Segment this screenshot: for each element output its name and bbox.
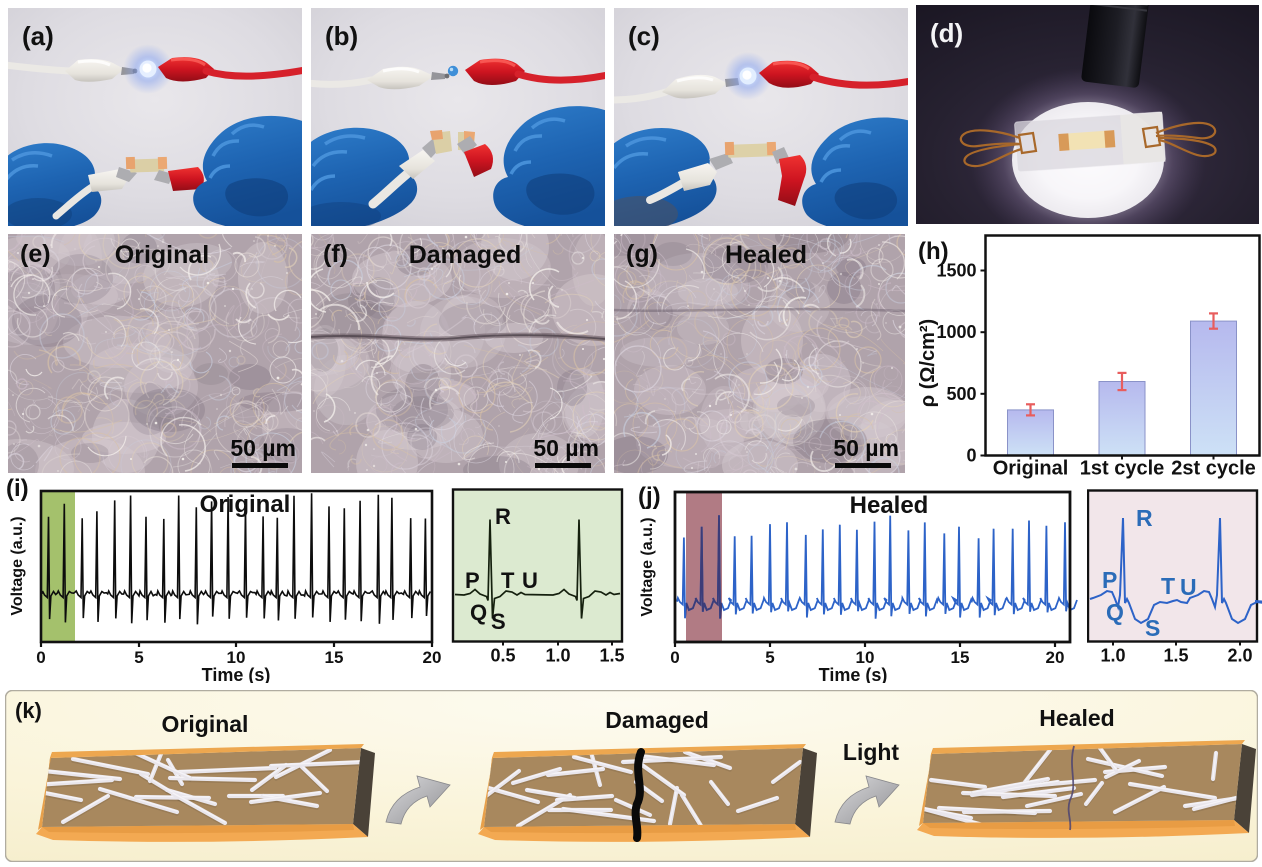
svg-text:Damaged: Damaged <box>605 707 709 733</box>
svg-text:(b): (b) <box>325 21 358 51</box>
svg-text:R: R <box>1136 505 1153 531</box>
svg-text:(f): (f) <box>323 240 348 268</box>
svg-text:S: S <box>491 609 506 634</box>
svg-text:(h): (h) <box>918 238 949 265</box>
svg-text:5: 5 <box>134 648 143 667</box>
svg-text:50 µm: 50 µm <box>230 435 296 461</box>
svg-text:Q: Q <box>470 600 487 625</box>
svg-text:T: T <box>501 568 515 593</box>
svg-text:Original: Original <box>115 241 209 269</box>
svg-text:2.0: 2.0 <box>1227 646 1252 666</box>
svg-text:10: 10 <box>227 648 246 667</box>
svg-text:(d): (d) <box>930 18 963 48</box>
svg-text:0: 0 <box>670 648 679 667</box>
svg-text:U: U <box>1180 574 1197 600</box>
svg-text:Original: Original <box>993 458 1069 480</box>
svg-text:20: 20 <box>1046 648 1065 667</box>
svg-text:2st cycle: 2st cycle <box>1171 458 1256 480</box>
svg-text:50 µm: 50 µm <box>833 435 899 461</box>
svg-text:Voltage (a.u.): Voltage (a.u.) <box>639 517 656 616</box>
svg-text:Light: Light <box>843 739 900 765</box>
svg-text:1500: 1500 <box>936 261 976 281</box>
svg-text:Original: Original <box>162 711 249 737</box>
svg-text:1st cycle: 1st cycle <box>1080 458 1165 480</box>
svg-text:5: 5 <box>765 648 774 667</box>
svg-text:500: 500 <box>946 384 976 404</box>
svg-text:50 µm: 50 µm <box>533 435 599 461</box>
svg-text:0.5: 0.5 <box>490 646 515 666</box>
svg-text:1000: 1000 <box>936 322 976 342</box>
svg-text:R: R <box>495 504 511 529</box>
svg-text:1.5: 1.5 <box>599 646 624 666</box>
svg-text:15: 15 <box>951 648 970 667</box>
svg-text:(k): (k) <box>15 698 42 723</box>
svg-text:S: S <box>1145 615 1160 641</box>
svg-text:ρ (Ω/cm²): ρ (Ω/cm²) <box>917 319 939 407</box>
svg-text:1.5: 1.5 <box>1163 646 1188 666</box>
svg-text:Time (s): Time (s) <box>202 665 271 683</box>
svg-text:1.0: 1.0 <box>1100 646 1125 666</box>
svg-text:10: 10 <box>856 648 875 667</box>
svg-text:1.0: 1.0 <box>545 646 570 666</box>
svg-text:P: P <box>1102 567 1117 593</box>
svg-text:20: 20 <box>423 648 442 667</box>
svg-text:(e): (e) <box>20 240 51 268</box>
svg-text:P: P <box>465 568 480 593</box>
svg-text:Original: Original <box>200 491 291 518</box>
svg-text:Damaged: Damaged <box>409 241 522 269</box>
svg-text:(c): (c) <box>628 21 660 51</box>
svg-text:(g): (g) <box>626 240 658 268</box>
svg-text:Voltage (a.u.): Voltage (a.u.) <box>9 516 26 615</box>
svg-text:Healed: Healed <box>1039 705 1114 731</box>
svg-text:Healed: Healed <box>850 492 929 519</box>
svg-text:(i): (i) <box>6 478 29 502</box>
svg-text:15: 15 <box>325 648 344 667</box>
svg-text:(a): (a) <box>22 21 54 51</box>
svg-text:0: 0 <box>36 648 45 667</box>
svg-text:Time (s): Time (s) <box>819 665 888 683</box>
svg-text:(j): (j) <box>638 483 661 510</box>
svg-text:0: 0 <box>966 446 976 466</box>
svg-text:Q: Q <box>1106 599 1124 625</box>
svg-text:U: U <box>522 568 538 593</box>
svg-text:T: T <box>1161 573 1175 599</box>
svg-text:Healed: Healed <box>725 241 807 269</box>
